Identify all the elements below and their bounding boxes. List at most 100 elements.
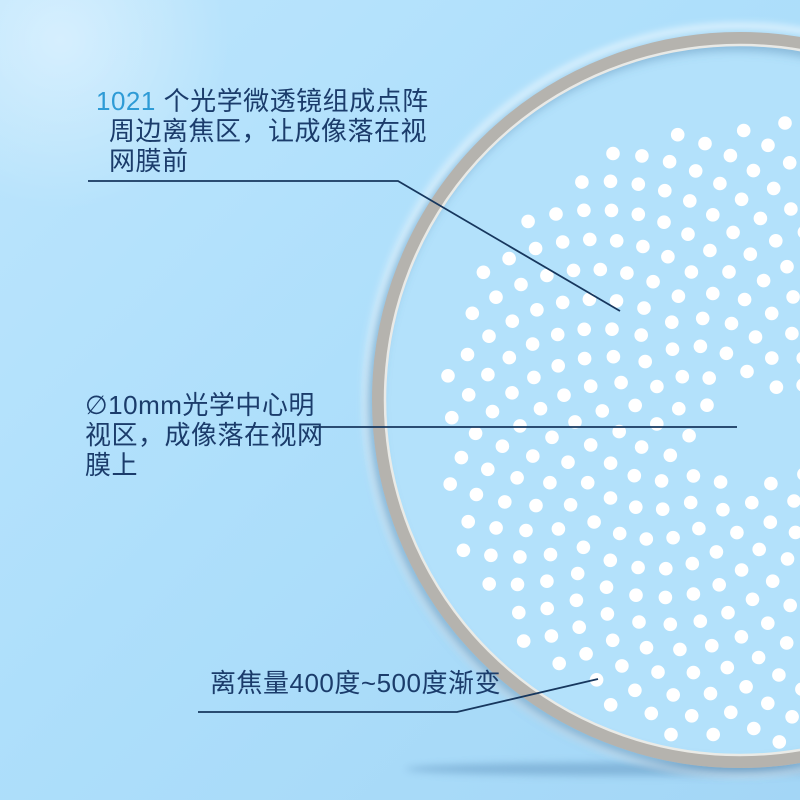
microlens-dot	[658, 590, 673, 605]
microlens-dot	[772, 668, 786, 682]
microlens-dot	[683, 194, 697, 208]
microlens-dot	[703, 686, 718, 701]
microlens-dot	[666, 530, 680, 545]
microlens-dot	[540, 574, 554, 588]
microlens-dot	[644, 706, 659, 721]
microlens-dot	[724, 316, 739, 331]
microlens-dot	[662, 154, 677, 169]
microlens-dot	[734, 563, 749, 577]
lens-ring	[372, 32, 800, 768]
microlens-dot	[703, 243, 717, 258]
microlens-dot	[527, 370, 541, 385]
microlens-dot	[609, 234, 624, 248]
microlens-dot	[468, 426, 483, 441]
microlens-dot	[512, 605, 526, 620]
lens-outer-glow	[362, 22, 800, 778]
microlens-line1-text: 个光学微透镜组成点阵	[155, 86, 429, 116]
microlens-dot	[797, 468, 800, 480]
microlens-dot	[583, 232, 597, 247]
microlens-dot	[456, 543, 471, 558]
microlens-dot	[516, 634, 531, 648]
microlens-dot	[460, 347, 475, 362]
microlens-dot	[724, 705, 738, 720]
microlens-dot	[722, 265, 736, 279]
microlens-dot	[604, 203, 619, 218]
microlens-dot	[505, 386, 519, 400]
microlens-dot	[778, 116, 792, 130]
microlens-dot	[786, 290, 800, 304]
microlens-dot	[746, 163, 761, 178]
microlens-dot	[599, 580, 614, 594]
microlens-dot	[752, 542, 766, 557]
microlens-dot	[695, 311, 710, 326]
microlens-dot	[765, 351, 779, 365]
microlens-dot	[785, 710, 799, 724]
microlens-dot	[693, 614, 708, 628]
microlens-dot	[603, 491, 618, 505]
microlens-dot	[739, 680, 753, 694]
microlens-dot	[631, 177, 646, 191]
microlens-dot	[730, 525, 744, 540]
microlens-dot	[636, 239, 650, 254]
microlens-dot	[566, 263, 581, 278]
microlens-dot	[639, 640, 654, 655]
microlens-dot	[745, 592, 760, 607]
microlens-dot	[721, 605, 735, 620]
microlens-dot	[481, 367, 495, 382]
microlens-dot	[576, 540, 591, 555]
microlens-dot	[684, 709, 699, 723]
microlens-dot	[663, 448, 678, 463]
annotation-microlens-line3: 网膜前	[109, 146, 189, 176]
microlens-dot	[583, 379, 598, 394]
microlens-dot	[779, 636, 794, 650]
microlens-dot	[587, 515, 601, 529]
microlens-dot	[603, 456, 618, 471]
microlens-dot	[614, 375, 628, 390]
microlens-dot	[489, 290, 503, 305]
microlens-dot	[544, 629, 559, 643]
microlens-dot	[609, 294, 624, 308]
microlens-dot	[545, 430, 559, 445]
microlens-dot	[716, 502, 730, 517]
microlens-dot	[780, 259, 794, 274]
microlens-dot	[568, 415, 582, 429]
annotation-optical-center: ∅10mm光学中心明 视区，成像落在视网 膜上	[85, 390, 324, 480]
annotation-optical-center-line1: ∅10mm光学中心明	[85, 390, 315, 420]
microlens-dot	[600, 607, 615, 621]
microlens-dot	[681, 227, 695, 241]
microlens-dot	[593, 262, 608, 277]
microlens-dot	[782, 156, 797, 170]
microlens-dot	[454, 450, 469, 465]
microlens-dot	[657, 215, 671, 229]
annotation-optical-center-line3: 膜上	[85, 450, 139, 480]
microlens-dot	[705, 638, 719, 653]
microlens-dot	[655, 502, 670, 516]
microlens-dot	[577, 351, 592, 366]
microlens-dot	[698, 136, 712, 151]
microlens-dot	[734, 630, 749, 644]
microlens-dot	[751, 650, 766, 665]
microlens-dot	[634, 440, 649, 454]
microlens-dot	[495, 439, 510, 454]
microlens-dot	[693, 339, 708, 354]
microlens-dot	[686, 587, 701, 601]
microlens-dot	[519, 523, 533, 538]
microlens-dot	[745, 495, 759, 510]
microlens-dot	[638, 354, 652, 369]
microlens-dot	[665, 342, 680, 357]
microlens-dot	[795, 682, 800, 696]
microlens-dot	[510, 577, 525, 592]
microlens-dot	[664, 727, 678, 742]
microlens-dot	[796, 352, 800, 365]
microlens-dot-pattern	[441, 116, 800, 749]
microlens-dot	[634, 328, 648, 342]
microlens-dot	[788, 525, 800, 540]
microlens-dot	[629, 588, 643, 602]
microlens-dot	[469, 487, 484, 502]
microlens-dot	[761, 616, 775, 630]
microlens-dot	[612, 526, 627, 541]
microlens-dot	[637, 301, 651, 315]
microlens-dot	[631, 560, 645, 575]
microlens-dot	[736, 123, 751, 138]
microlens-dot	[764, 476, 778, 491]
